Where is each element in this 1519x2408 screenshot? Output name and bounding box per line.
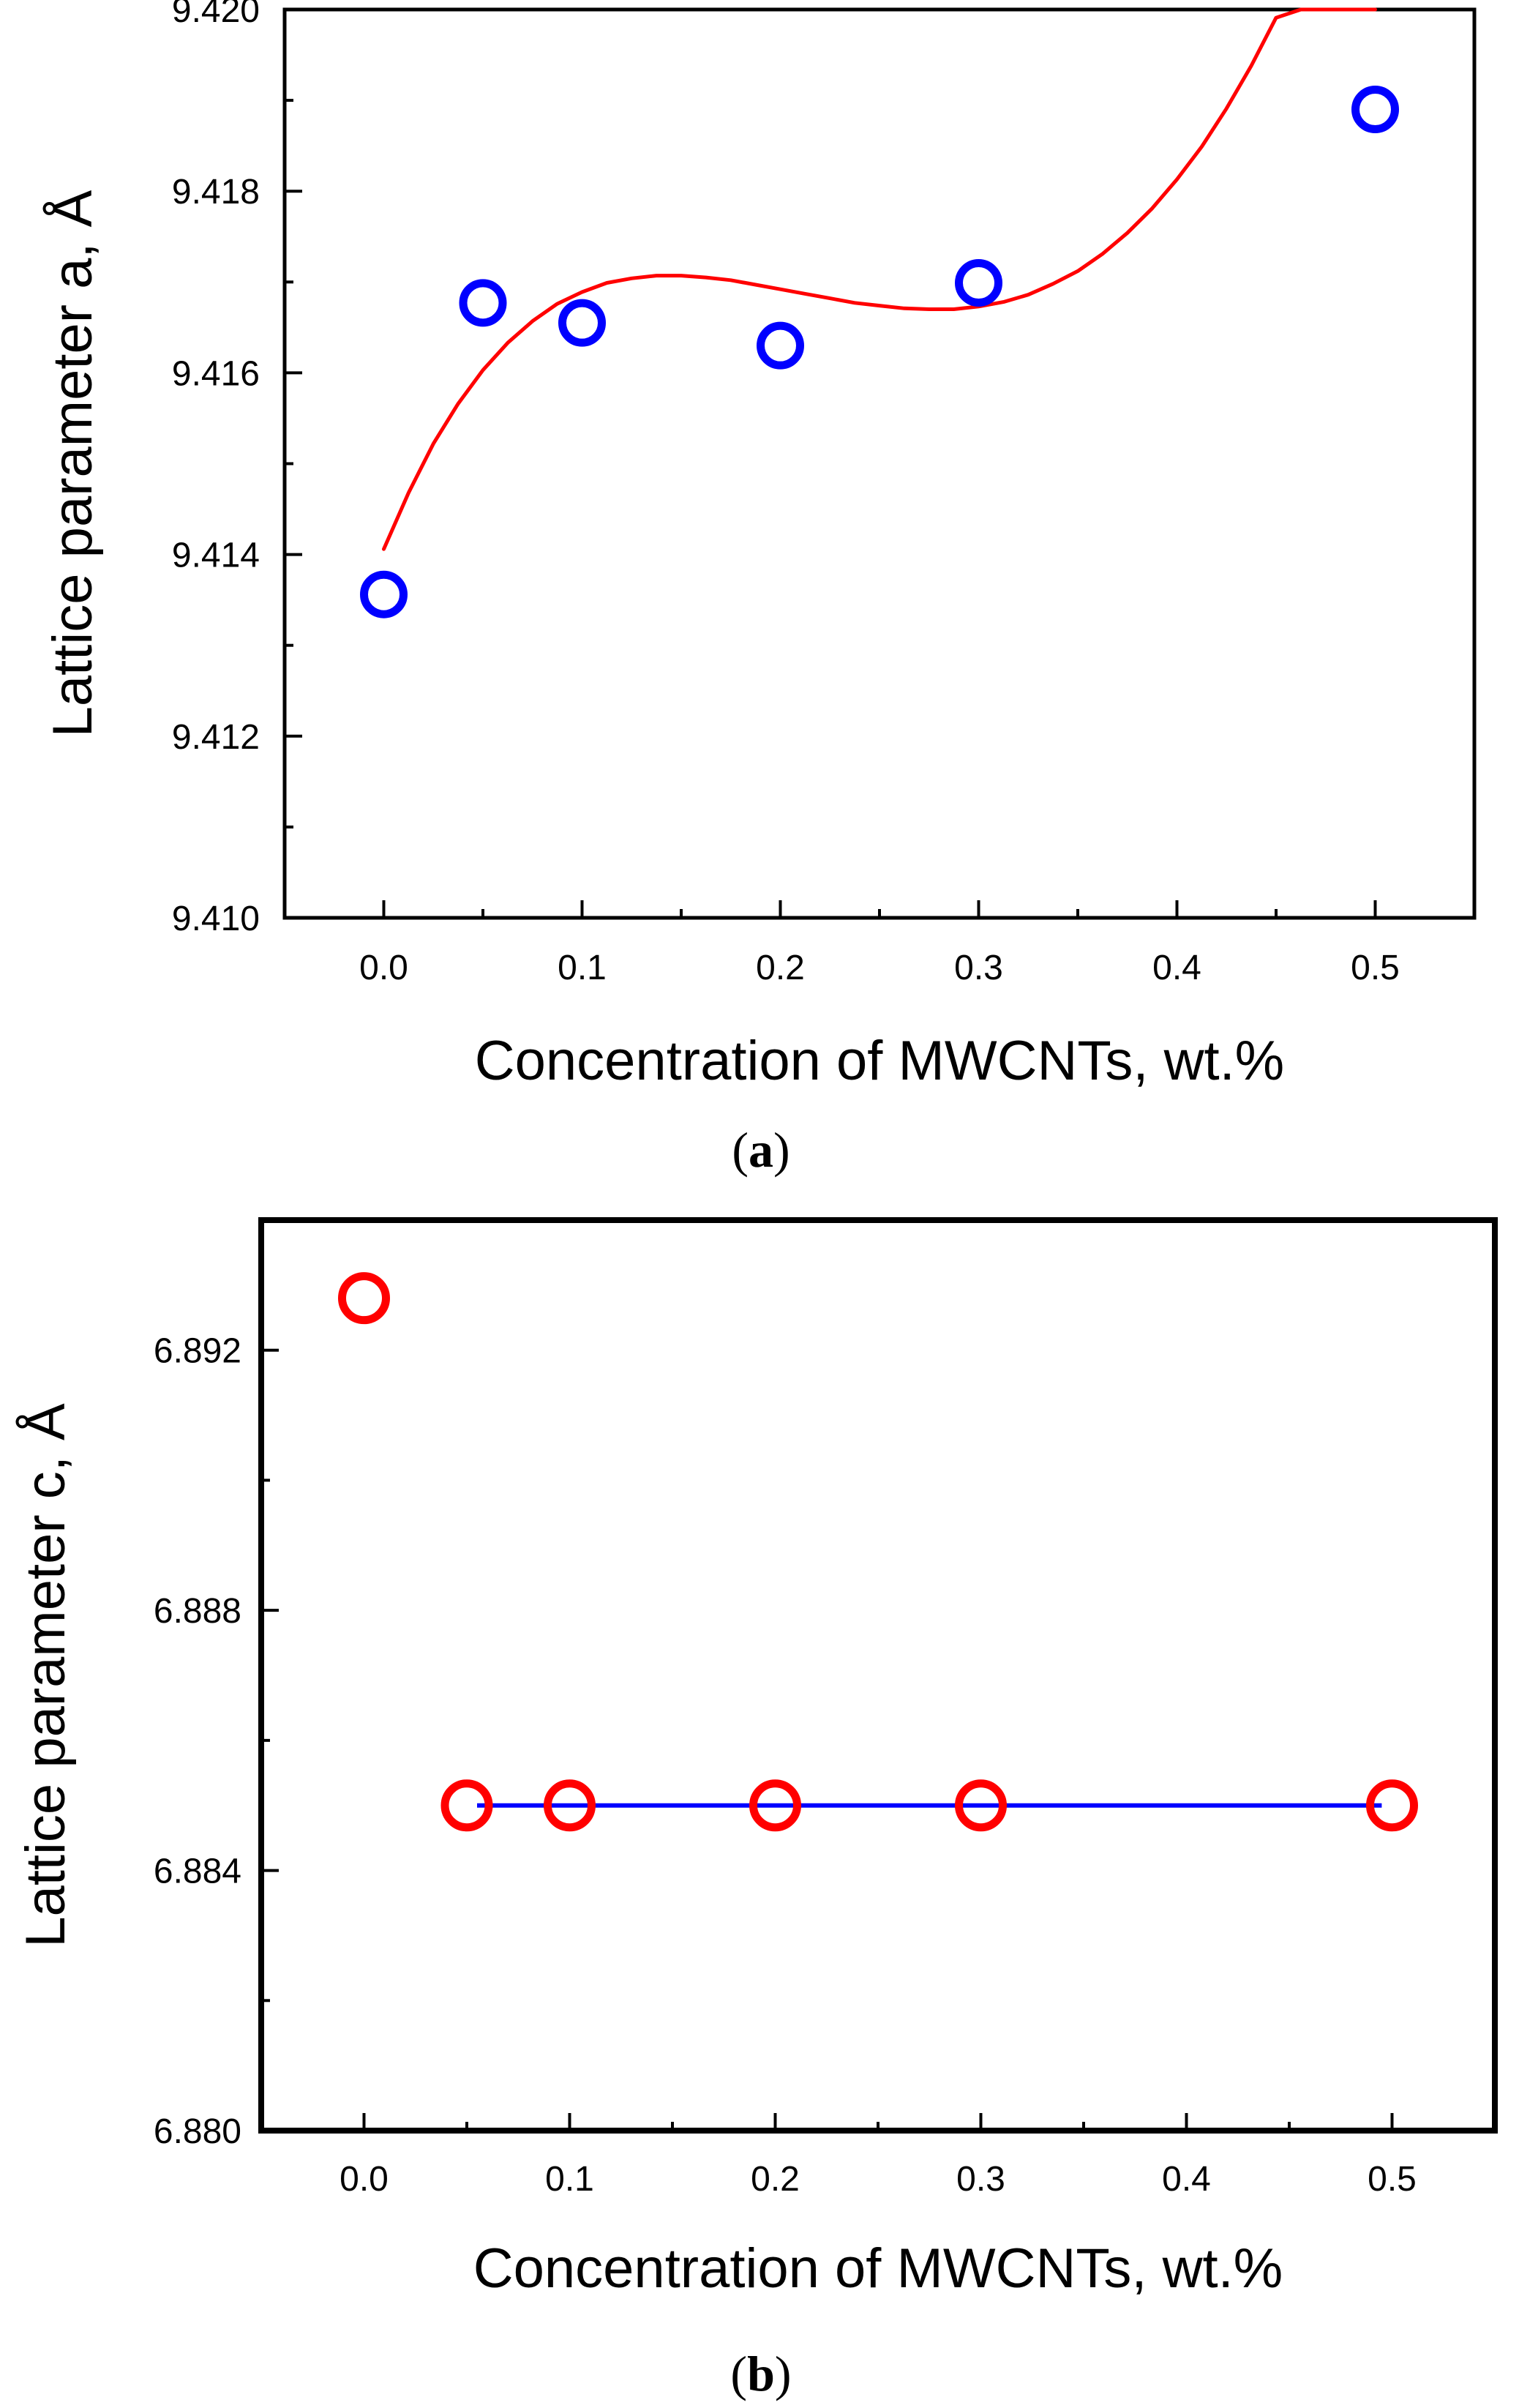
caption-close-b: ) bbox=[775, 2346, 792, 2401]
x-tick-label-a-1: 0.1 bbox=[558, 949, 607, 987]
y-tick-label-a-0: 9.410 bbox=[172, 900, 260, 938]
caption-letter-b: b bbox=[747, 2346, 775, 2401]
y-axis-title-b: Lattice parameter c, Å bbox=[15, 1403, 77, 1948]
y-tick-label-b-1: 6.884 bbox=[154, 1852, 241, 1891]
y-tick-label-a-1: 9.412 bbox=[172, 718, 260, 757]
data-point-a-5 bbox=[1351, 86, 1399, 134]
data-points-b bbox=[338, 1272, 1418, 1832]
y-tick-label-a-5: 9.420 bbox=[172, 0, 260, 30]
y-tick-label-b-2: 6.888 bbox=[154, 1592, 241, 1631]
x-tick-label-a-0: 0.0 bbox=[359, 949, 408, 987]
y-tick-labels-a: 9.410 9.412 9.414 9.416 9.418 9.420 bbox=[172, 0, 260, 938]
x-tick-label-b-4: 0.4 bbox=[1162, 2160, 1211, 2199]
y-tick-label-b-3: 6.892 bbox=[154, 1332, 241, 1371]
fit-curve-a bbox=[382, 7, 1377, 551]
y-tick-label-a-4: 9.418 bbox=[172, 173, 260, 212]
x-tick-label-b-0: 0.0 bbox=[340, 2160, 389, 2199]
axis-ticks-a bbox=[283, 8, 1476, 919]
x-tick-labels-b: 0.0 0.1 0.2 0.3 0.4 0.5 bbox=[340, 2160, 1417, 2199]
chart-panel-b: 0.0 0.1 0.2 0.3 0.4 0.5 6.8806.8846.8886.892 … bbox=[15, 1217, 1498, 2401]
x-tick-label-a-2: 0.2 bbox=[756, 949, 805, 987]
y-axis-title-a: Lattice parameter a, Å bbox=[42, 190, 104, 737]
x-tick-label-a-5: 0.5 bbox=[1351, 949, 1400, 987]
y-tick-labels-b: 6.880 6.884 6.888 6.892 bbox=[154, 1332, 241, 2151]
axis-ticks-b bbox=[261, 1348, 1394, 2132]
y-tick-label-a-3: 9.416 bbox=[172, 354, 260, 393]
data-point-a-2 bbox=[558, 299, 606, 347]
y-tick-label-b-0: 6.880 bbox=[154, 2112, 241, 2151]
data-point-a-1 bbox=[459, 279, 507, 327]
caption-open-b: ( bbox=[730, 2346, 747, 2401]
panel-caption-b: (b) bbox=[730, 2346, 791, 2401]
chart-panel-a: 0.0 0.1 0.2 0.3 0.4 0.5 9.4109.4129.4149.4169… bbox=[42, 0, 1477, 1178]
data-point-b-3 bbox=[749, 1779, 801, 1832]
panel-caption-a: (a) bbox=[732, 1122, 789, 1178]
caption-letter-a: a bbox=[749, 1122, 773, 1178]
caption-close-a: ) bbox=[773, 1122, 790, 1178]
data-point-a-0 bbox=[360, 570, 408, 618]
x-tick-label-a-3: 0.3 bbox=[954, 949, 1003, 987]
data-point-b-1 bbox=[440, 1779, 493, 1832]
data-points-a bbox=[360, 86, 1399, 618]
x-axis-title-b: Concentration of MWCNTs, wt.% bbox=[473, 2237, 1283, 2300]
data-point-b-4 bbox=[955, 1779, 1007, 1832]
x-tick-label-b-1: 0.1 bbox=[545, 2160, 594, 2199]
x-axis-title-a: Concentration of MWCNTs, wt.% bbox=[475, 1030, 1285, 1092]
x-tick-label-b-2: 0.2 bbox=[751, 2160, 800, 2199]
x-tick-label-b-3: 0.3 bbox=[956, 2160, 1005, 2199]
data-point-a-4 bbox=[955, 259, 1002, 307]
data-point-b-0 bbox=[338, 1272, 390, 1325]
caption-open-a: ( bbox=[732, 1122, 749, 1178]
data-point-b-2 bbox=[544, 1779, 596, 1832]
x-tick-label-b-5: 0.5 bbox=[1368, 2160, 1417, 2199]
data-point-a-3 bbox=[757, 321, 804, 370]
x-tick-label-a-4: 0.4 bbox=[1152, 949, 1201, 987]
x-tick-labels-a: 0.0 0.1 0.2 0.3 0.4 0.5 bbox=[359, 949, 1400, 987]
data-point-b-5 bbox=[1366, 1779, 1418, 1832]
y-tick-label-a-2: 9.414 bbox=[172, 536, 260, 575]
